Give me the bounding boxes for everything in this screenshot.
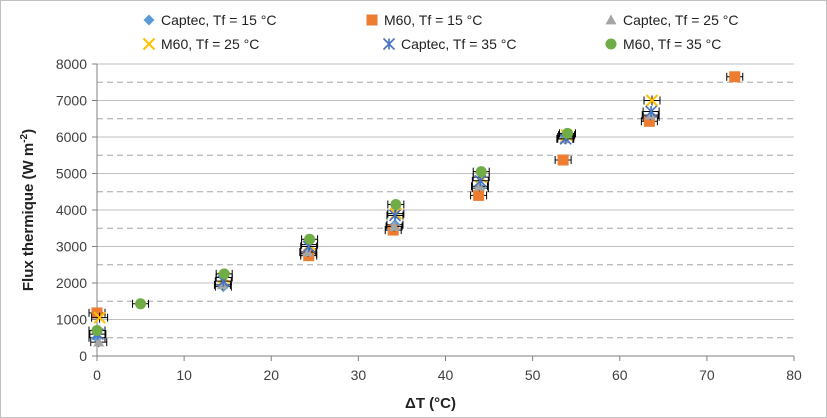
data-point: [218, 268, 230, 280]
legend-item: Captec, Tf = 15 °C: [141, 12, 276, 28]
data-point: [474, 174, 487, 187]
y-tick-label: 3000: [56, 239, 87, 255]
series-4: [91, 94, 661, 324]
y-tick-label: 8000: [56, 56, 87, 72]
y-axis-title: Flux thermique (W m-2): [19, 129, 37, 291]
data-point: [302, 246, 314, 257]
legend-marker-shape: [143, 14, 155, 26]
y-tick-label: 4000: [56, 202, 87, 218]
legend-label: Captec, Tf = 35 °C: [401, 36, 517, 52]
series-1: [88, 111, 660, 344]
legend-label: M60, Tf = 25 °C: [161, 36, 260, 52]
legend-marker: [143, 14, 155, 26]
data-point: [561, 127, 573, 139]
x-tick-label: 50: [525, 367, 541, 383]
data-point-stroke: [645, 94, 659, 107]
data-point: [557, 154, 569, 166]
series-2: [88, 71, 744, 319]
data-point: [91, 324, 103, 336]
legend-marker: [366, 14, 378, 26]
data-point: [473, 189, 485, 201]
x-axis-title: ΔT (°C): [405, 395, 456, 412]
legend-marker-shape: [605, 38, 617, 50]
x-tick-label: 40: [438, 367, 454, 383]
legend-marker-shape: [142, 37, 156, 51]
legend-item: Captec, Tf = 35 °C: [381, 36, 516, 52]
data-point: [388, 209, 402, 222]
x-tick-label: 10: [176, 367, 192, 383]
y-tick-label: 2000: [56, 275, 87, 291]
data-point-stroke: [93, 311, 106, 324]
legend-label: Captec, Tf = 15 °C: [161, 12, 277, 28]
series-3: [90, 109, 659, 348]
x-tick-label: 80: [786, 367, 802, 383]
y-tick-label: 1000: [56, 312, 87, 328]
legend-marker: [382, 37, 396, 51]
legend-item: M60, Tf = 15 °C: [364, 12, 482, 28]
legend-marker-shape: [382, 37, 396, 51]
legend-item: M60, Tf = 25 °C: [141, 36, 259, 52]
legend-marker-shape-stroke: [142, 37, 156, 51]
legend-label: M60, Tf = 35 °C: [623, 36, 722, 52]
series-5: [89, 105, 660, 341]
data-point: [304, 233, 316, 245]
legend-marker-shape: [605, 14, 617, 25]
legend-marker: [142, 37, 156, 51]
series-6: [88, 127, 576, 336]
data-point: [135, 298, 147, 310]
data-point: [93, 336, 105, 347]
legend-label: Captec, Tf = 25 °C: [623, 12, 739, 28]
data-point: [475, 166, 487, 178]
x-tick-label: 60: [612, 367, 628, 383]
y-tick-label: 6000: [56, 129, 87, 145]
y-tick-label: 0: [79, 348, 87, 364]
error-bar: [91, 312, 109, 323]
data-point: [390, 199, 402, 211]
data-point: [645, 94, 659, 107]
legend-item: M60, Tf = 35 °C: [603, 36, 721, 52]
legend-marker: [605, 38, 617, 50]
x-tick-label: 0: [93, 367, 101, 383]
data-point: [91, 307, 103, 319]
x-tick-label: 70: [699, 367, 715, 383]
data-point: [216, 279, 228, 290]
legend-item: Captec, Tf = 25 °C: [603, 12, 738, 28]
legend-marker-shape: [366, 14, 378, 26]
data-point: [93, 311, 106, 324]
legend-marker: [605, 14, 617, 25]
data-point: [388, 220, 400, 231]
x-tick-label: 20: [263, 367, 279, 383]
data-point: [729, 71, 741, 83]
data-point: [643, 115, 655, 127]
legend-label: M60, Tf = 15 °C: [384, 12, 483, 28]
data-point: [473, 180, 485, 191]
data-point: [645, 105, 658, 118]
x-tick-label: 30: [351, 367, 367, 383]
y-tick-label: 5000: [56, 166, 87, 182]
y-tick-label: 7000: [56, 93, 87, 109]
data-point: [644, 109, 656, 120]
